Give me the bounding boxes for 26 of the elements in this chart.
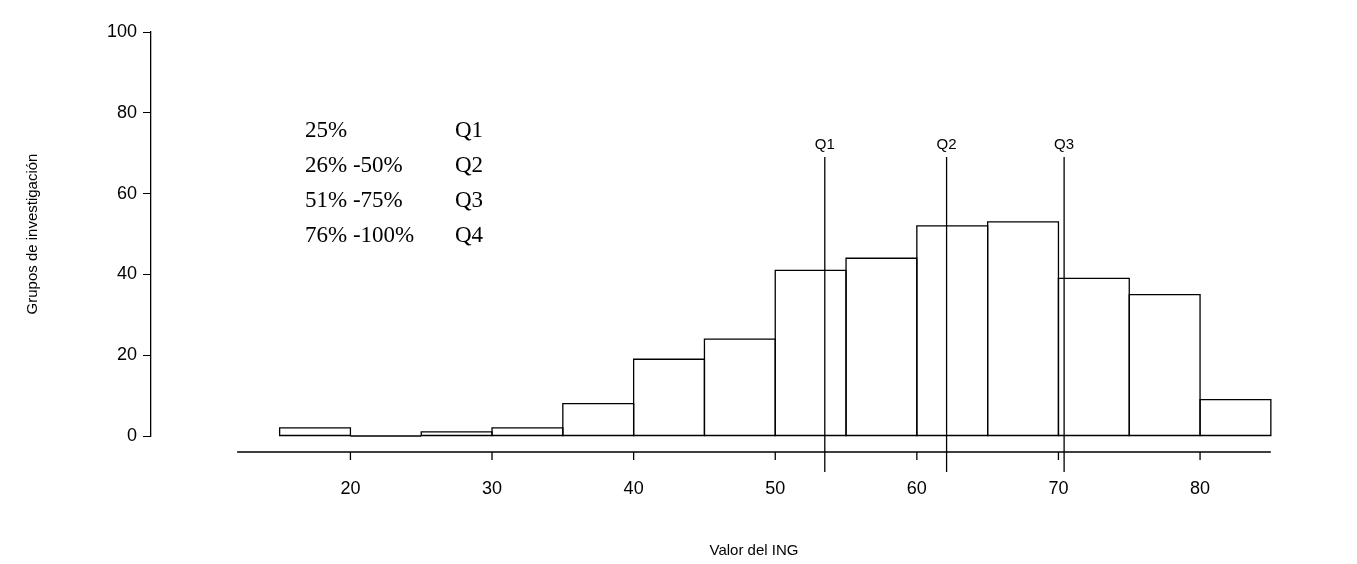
x-tick-label: 80 [1190,477,1211,498]
ref-line-label: Q3 [1054,134,1075,152]
annotation: 25% [305,116,349,144]
x-tick-label: 20 [340,477,361,498]
y-tick-label: 20 [116,344,137,365]
ref-line-label: Q1 [814,134,835,152]
y-tick-label: 0 [126,424,137,445]
annotation: 51% -75% [305,186,404,214]
x-tick-label: 40 [623,477,644,498]
x-tick-label: 60 [906,477,927,498]
annotation: Q4 [455,221,484,249]
y-tick-label: 80 [116,101,137,122]
annotation: 76% -100% [305,221,416,249]
annotation: Q1 [455,116,484,144]
annotation: Q3 [455,186,484,214]
y-tick-label: 100 [106,20,137,41]
y-axis-title: Grupos de investigación [23,153,41,315]
y-tick-label: 40 [116,263,137,284]
x-tick-label: 50 [765,477,786,498]
x-axis-title: Valor del ING [709,541,799,559]
annotation: 26% -50% [305,151,404,179]
y-tick-label: 60 [116,182,137,203]
annotation: Q2 [455,151,484,179]
x-tick-label: 30 [482,477,503,498]
ref-line-label: Q2 [936,134,957,152]
x-tick-label: 70 [1048,477,1069,498]
